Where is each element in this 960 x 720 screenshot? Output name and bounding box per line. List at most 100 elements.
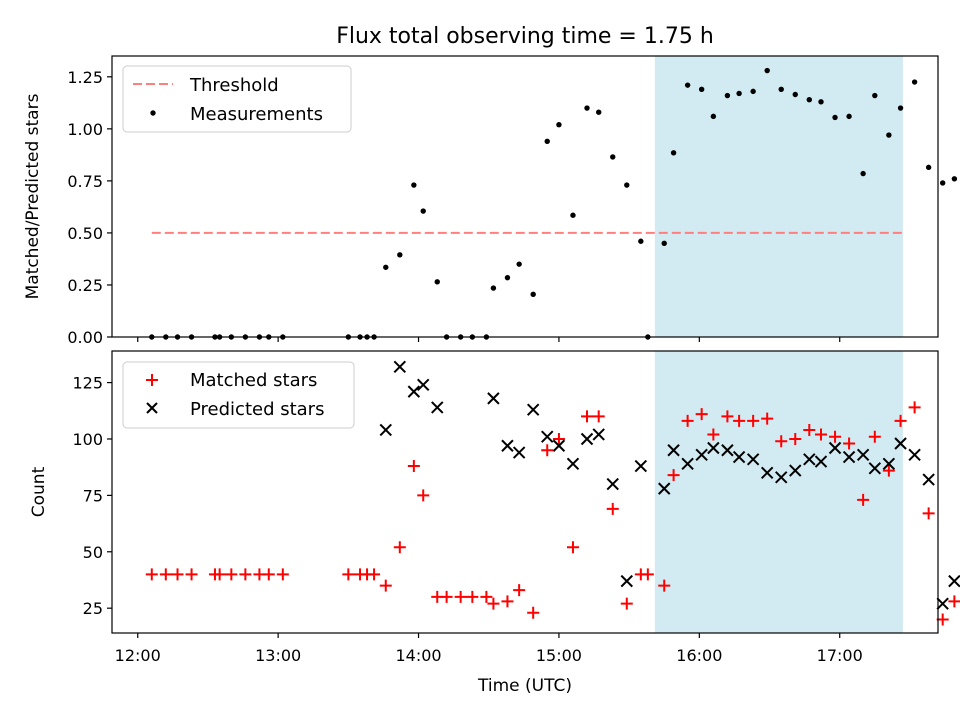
matched-stars-point	[747, 414, 760, 427]
predicted-stars-point	[667, 444, 680, 457]
predicted-stars-point	[566, 457, 580, 471]
matched-stars-point	[342, 568, 355, 581]
x-tick-label: 12:00	[115, 646, 161, 665]
matched-stars-point	[789, 432, 802, 445]
bottom-y-axis-label: Count	[29, 466, 49, 517]
matched-stars-point	[733, 414, 746, 427]
top-legend-box	[122, 65, 352, 133]
measurement-point	[872, 92, 878, 99]
matched-stars-point	[681, 414, 694, 427]
y-tick-label: 1.25	[67, 68, 103, 87]
legend-matched-label: Matched stars	[190, 370, 317, 391]
measurement-point	[596, 109, 602, 115]
x-tick-label: 17:00	[817, 646, 863, 665]
matched-stars-point	[606, 502, 619, 515]
matched-stars-point	[487, 597, 500, 610]
measurement-point	[860, 170, 866, 177]
matched-stars-point	[936, 613, 949, 626]
matched-stars-point	[775, 435, 788, 448]
matched-stars-point	[466, 590, 479, 603]
predicted-stars-point	[512, 446, 526, 459]
matched-stars-point	[454, 590, 467, 603]
measurement-point	[925, 164, 932, 171]
predicted-stars-point	[732, 450, 746, 464]
y-tick-label: 100	[72, 430, 103, 449]
predicted-stars-point	[842, 450, 856, 464]
predicted-stars-point	[417, 378, 430, 392]
measurement-point	[846, 113, 852, 120]
matched-stars-point	[440, 590, 453, 603]
measurement-point	[530, 291, 536, 298]
predicted-stars-point	[746, 453, 760, 466]
matched-stars-point	[276, 568, 289, 581]
matched-stars-point	[501, 595, 514, 608]
legend-measurements-swatch	[150, 110, 156, 116]
measurement-point	[897, 105, 904, 111]
matched-stars-point	[707, 428, 720, 441]
matched-stars-point	[843, 437, 856, 450]
predicted-stars-point	[803, 453, 816, 466]
y-tick-label: 0.50	[67, 224, 103, 243]
predicted-stars-point	[908, 448, 921, 461]
matched-stars-point	[948, 595, 960, 608]
predicted-stars-point	[894, 437, 907, 450]
measurement-point	[610, 154, 616, 160]
predicted-stars-point	[431, 401, 444, 414]
y-tick-label: 75	[83, 486, 103, 505]
count-points	[145, 360, 960, 626]
matched-stars-point	[527, 606, 540, 619]
predicted-stars-point	[882, 457, 896, 471]
matched-stars-point	[379, 579, 392, 592]
predicted-stars-point	[707, 441, 720, 455]
x-axis-label: Time (UTC)	[477, 676, 572, 696]
y-tick-label: 0.00	[67, 328, 103, 347]
predicted-stars-point	[487, 392, 500, 405]
predicted-stars-point	[695, 448, 708, 461]
matched-stars-point	[213, 568, 226, 581]
measurement-point	[490, 285, 497, 291]
measurement-point	[661, 240, 667, 247]
measurement-point	[411, 182, 417, 188]
bottom-x-ticks: 12:00 13:00 14:00 15:00 16:00 17:00	[115, 633, 863, 665]
x-tick-label: 14:00	[395, 646, 441, 665]
matched-stars-point	[393, 541, 406, 554]
top-y-axis-label: Matched/Predicted stars	[23, 93, 43, 299]
measurement-point	[764, 67, 770, 74]
predicted-stars-point	[948, 574, 960, 588]
predicted-stars-point	[828, 441, 842, 455]
top-x-ticks	[137, 337, 841, 342]
measurement-point	[792, 91, 798, 98]
matched-stars-point	[894, 414, 907, 427]
matched-stars-point	[239, 568, 252, 581]
matched-stars-point	[761, 412, 774, 425]
top-y-ticks: 0.00 0.25 0.50 0.75 1.00 1.25	[67, 68, 112, 347]
matched-stars-point	[566, 541, 579, 554]
y-tick-label: 50	[83, 543, 103, 562]
predicted-stars-point	[620, 574, 633, 588]
matched-stars-point	[882, 464, 895, 477]
matched-stars-point	[541, 444, 554, 457]
measurement-point	[570, 212, 576, 218]
matched-stars-point	[658, 579, 671, 592]
matched-stars-point	[262, 568, 275, 581]
matched-stars-point	[185, 568, 198, 581]
chart-title: Flux total observing time = 1.75 h	[336, 24, 714, 49]
measurement-point	[710, 113, 717, 120]
measurement-point	[939, 180, 946, 186]
matched-stars-point	[592, 410, 605, 423]
predicted-stars-point	[379, 423, 392, 437]
measurement-point	[832, 114, 838, 121]
matched-stars-point	[908, 401, 921, 414]
predicted-stars-point	[526, 403, 540, 416]
y-tick-label: 25	[83, 599, 103, 618]
bottom-legend-box	[122, 361, 355, 429]
matched-stars-point	[803, 423, 816, 436]
y-tick-label: 1.00	[67, 120, 103, 139]
matched-stars-point	[159, 568, 172, 581]
legend-matched-swatch	[146, 374, 158, 386]
matched-stars-point	[145, 568, 158, 581]
top-panel: 0.00 0.25 0.50 0.75 1.00 1.25 Matched/Predict…	[23, 55, 958, 347]
matched-stars-point	[829, 430, 842, 443]
predicted-stars-point	[634, 459, 648, 473]
